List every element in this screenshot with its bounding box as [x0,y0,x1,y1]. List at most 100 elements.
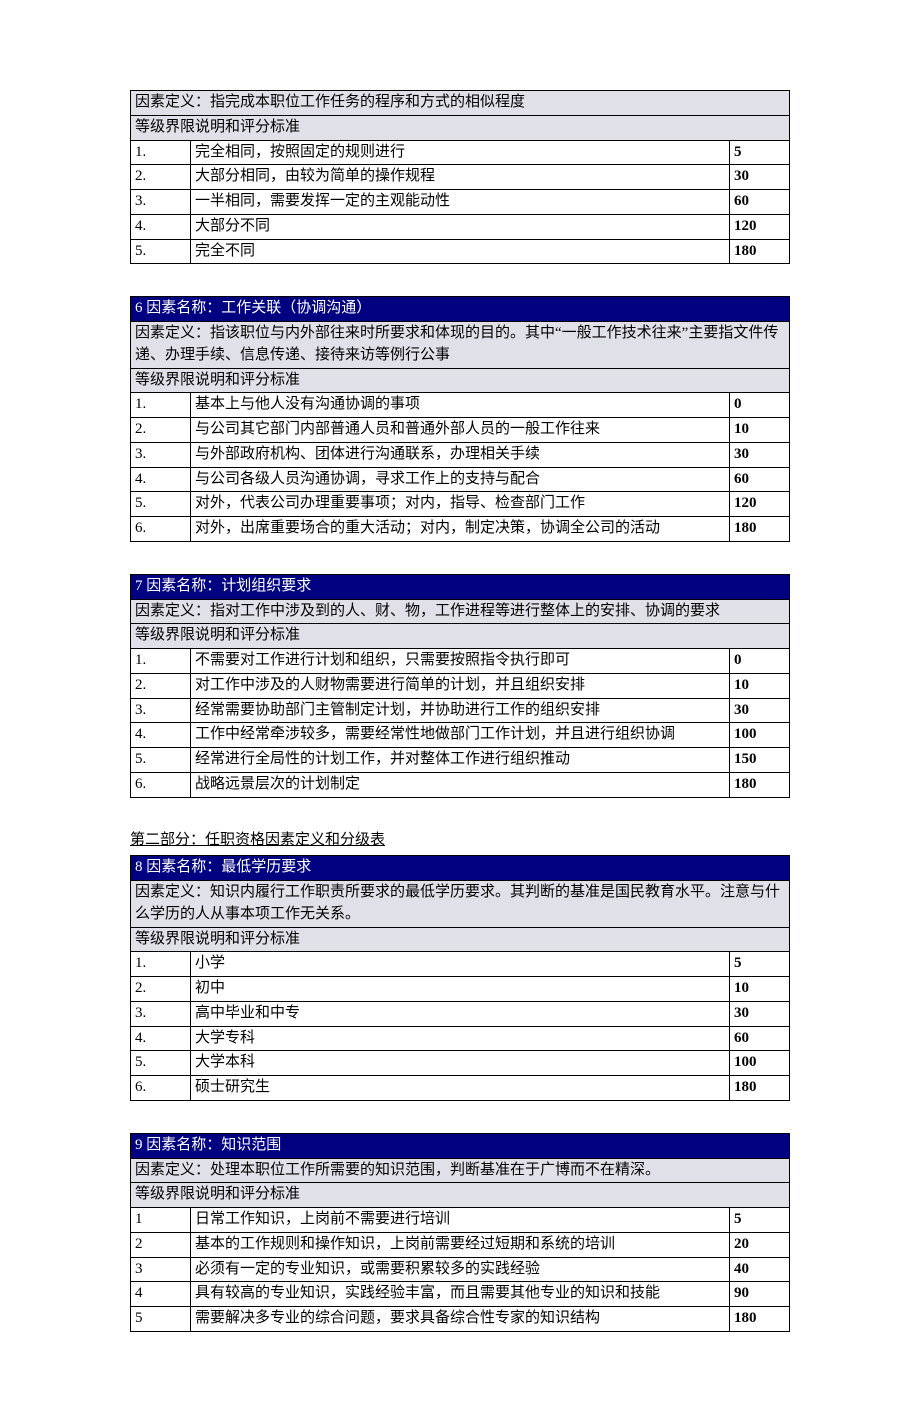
level-number: 4 [131,1282,191,1307]
level-number: 1 [131,1208,191,1233]
level-description: 完全不同 [191,239,730,264]
level-score: 100 [730,1051,790,1076]
level-row: 4.大学专科60 [131,1026,790,1051]
level-number: 5. [131,492,191,517]
level-score: 0 [730,649,790,674]
level-description: 一半相同，需要发挥一定的主观能动性 [191,190,730,215]
level-number: 3. [131,442,191,467]
level-row: 3.与外部政府机构、团体进行沟通联系，办理相关手续30 [131,442,790,467]
level-row: 4具有较高的专业知识，实践经验丰富，而且需要其他专业的知识和技能90 [131,1282,790,1307]
level-row: 3.经常需要协助部门主管制定计划，并协助进行工作的组织安排30 [131,698,790,723]
level-row: 4.与公司各级人员沟通协调，寻求工作上的支持与配合60 [131,467,790,492]
level-score: 10 [730,418,790,443]
factor-table: 8 因素名称：最低学历要求因素定义：知识内履行工作职责所要求的最低学历要求。其判… [130,855,790,1101]
level-score: 180 [730,1076,790,1101]
level-row: 3必须有一定的专业知识，或需要积累较多的实践经验40 [131,1257,790,1282]
level-score: 120 [730,214,790,239]
level-number: 3. [131,1001,191,1026]
factor-definition: 因素定义：指对工作中涉及到的人、财、物，工作进程等进行整体上的安排、协调的要求 [131,599,790,624]
level-description: 经常需要协助部门主管制定计划，并协助进行工作的组织安排 [191,698,730,723]
level-number: 2 [131,1232,191,1257]
level-number: 4. [131,1026,191,1051]
level-score: 180 [730,772,790,797]
level-description: 完全相同，按照固定的规则进行 [191,140,730,165]
level-number: 4. [131,214,191,239]
level-score: 180 [730,239,790,264]
level-row: 2.对工作中涉及的人财物需要进行简单的计划，并且组织安排10 [131,673,790,698]
factor-title: 6 因素名称：工作关联（协调沟通） [131,297,790,322]
criteria-label: 等级界限说明和评分标准 [131,368,790,393]
level-number: 6. [131,517,191,542]
level-number: 3. [131,698,191,723]
level-description: 日常工作知识，上岗前不需要进行培训 [191,1208,730,1233]
level-description: 大学专科 [191,1026,730,1051]
level-score: 60 [730,1026,790,1051]
level-row: 5需要解决多专业的综合问题，要求具备综合性专家的知识结构180 [131,1307,790,1332]
document-content: 因素定义：指完成本职位工作任务的程序和方式的相似程度等级界限说明和评分标准1.完… [130,90,790,1332]
level-score: 120 [730,492,790,517]
level-description: 不需要对工作进行计划和组织，只需要按照指令执行即可 [191,649,730,674]
factor-title: 8 因素名称：最低学历要求 [131,856,790,881]
factor-definition: 因素定义：处理本职位工作所需要的知识范围，判断基准在于广博而不在精深。 [131,1158,790,1183]
level-score: 30 [730,698,790,723]
factor-table: 7 因素名称：计划组织要求因素定义：指对工作中涉及到的人、财、物，工作进程等进行… [130,574,790,798]
level-score: 180 [730,1307,790,1332]
level-number: 5. [131,748,191,773]
factor-table: 6 因素名称：工作关联（协调沟通）因素定义：指该职位与内外部往来时所要求和体现的… [130,296,790,542]
level-score: 90 [730,1282,790,1307]
level-row: 1.小学5 [131,952,790,977]
level-description: 大部分相同，由较为简单的操作规程 [191,165,730,190]
level-description: 战略远景层次的计划制定 [191,772,730,797]
level-description: 经常进行全局性的计划工作，并对整体工作进行组织推动 [191,748,730,773]
level-row: 6.对外，出席重要场合的重大活动；对内，制定决策，协调全公司的活动180 [131,517,790,542]
level-number: 6. [131,1076,191,1101]
level-row: 5.完全不同180 [131,239,790,264]
level-number: 2. [131,165,191,190]
level-number: 3. [131,190,191,215]
level-score: 10 [730,673,790,698]
level-row: 2.大部分相同，由较为简单的操作规程30 [131,165,790,190]
level-description: 与公司其它部门内部普通人员和普通外部人员的一般工作往来 [191,418,730,443]
level-row: 2.初中10 [131,977,790,1002]
level-row: 5.经常进行全局性的计划工作，并对整体工作进行组织推动150 [131,748,790,773]
factor-definition: 因素定义：知识内履行工作职责所要求的最低学历要求。其判断的基准是国民教育水平。注… [131,881,790,928]
level-score: 5 [730,1208,790,1233]
criteria-label: 等级界限说明和评分标准 [131,927,790,952]
level-score: 5 [730,952,790,977]
level-number: 5 [131,1307,191,1332]
level-description: 工作中经常牵涉较多，需要经常性地做部门工作计划，并且进行组织协调 [191,723,730,748]
level-score: 30 [730,442,790,467]
level-row: 1.完全相同，按照固定的规则进行5 [131,140,790,165]
level-score: 60 [730,467,790,492]
level-score: 10 [730,977,790,1002]
level-description: 基本上与他人没有沟通协调的事项 [191,393,730,418]
level-score: 20 [730,1232,790,1257]
level-row: 4.工作中经常牵涉较多，需要经常性地做部门工作计划，并且进行组织协调100 [131,723,790,748]
level-number: 6. [131,772,191,797]
level-number: 1. [131,649,191,674]
level-description: 与外部政府机构、团体进行沟通联系，办理相关手续 [191,442,730,467]
level-number: 4. [131,723,191,748]
level-score: 0 [730,393,790,418]
level-row: 1日常工作知识，上岗前不需要进行培训5 [131,1208,790,1233]
level-description: 必须有一定的专业知识，或需要积累较多的实践经验 [191,1257,730,1282]
level-row: 2.与公司其它部门内部普通人员和普通外部人员的一般工作往来10 [131,418,790,443]
level-description: 基本的工作规则和操作知识，上岗前需要经过短期和系统的培训 [191,1232,730,1257]
factor-definition: 因素定义：指完成本职位工作任务的程序和方式的相似程度 [131,91,790,116]
criteria-label: 等级界限说明和评分标准 [131,115,790,140]
level-score: 180 [730,517,790,542]
level-row: 5.对外，代表公司办理重要事项；对内，指导、检查部门工作120 [131,492,790,517]
level-score: 60 [730,190,790,215]
level-number: 2. [131,673,191,698]
level-score: 30 [730,1001,790,1026]
level-row: 1.基本上与他人没有沟通协调的事项0 [131,393,790,418]
criteria-label: 等级界限说明和评分标准 [131,624,790,649]
factor-title: 7 因素名称：计划组织要求 [131,574,790,599]
factor-definition: 因素定义：指该职位与内外部往来时所要求和体现的目的。其中“一般工作技术往来”主要… [131,322,790,369]
level-row: 3.一半相同，需要发挥一定的主观能动性60 [131,190,790,215]
level-number: 3 [131,1257,191,1282]
level-number: 5. [131,1051,191,1076]
factor-table: 因素定义：指完成本职位工作任务的程序和方式的相似程度等级界限说明和评分标准1.完… [130,90,790,264]
level-description: 硕士研究生 [191,1076,730,1101]
level-description: 小学 [191,952,730,977]
